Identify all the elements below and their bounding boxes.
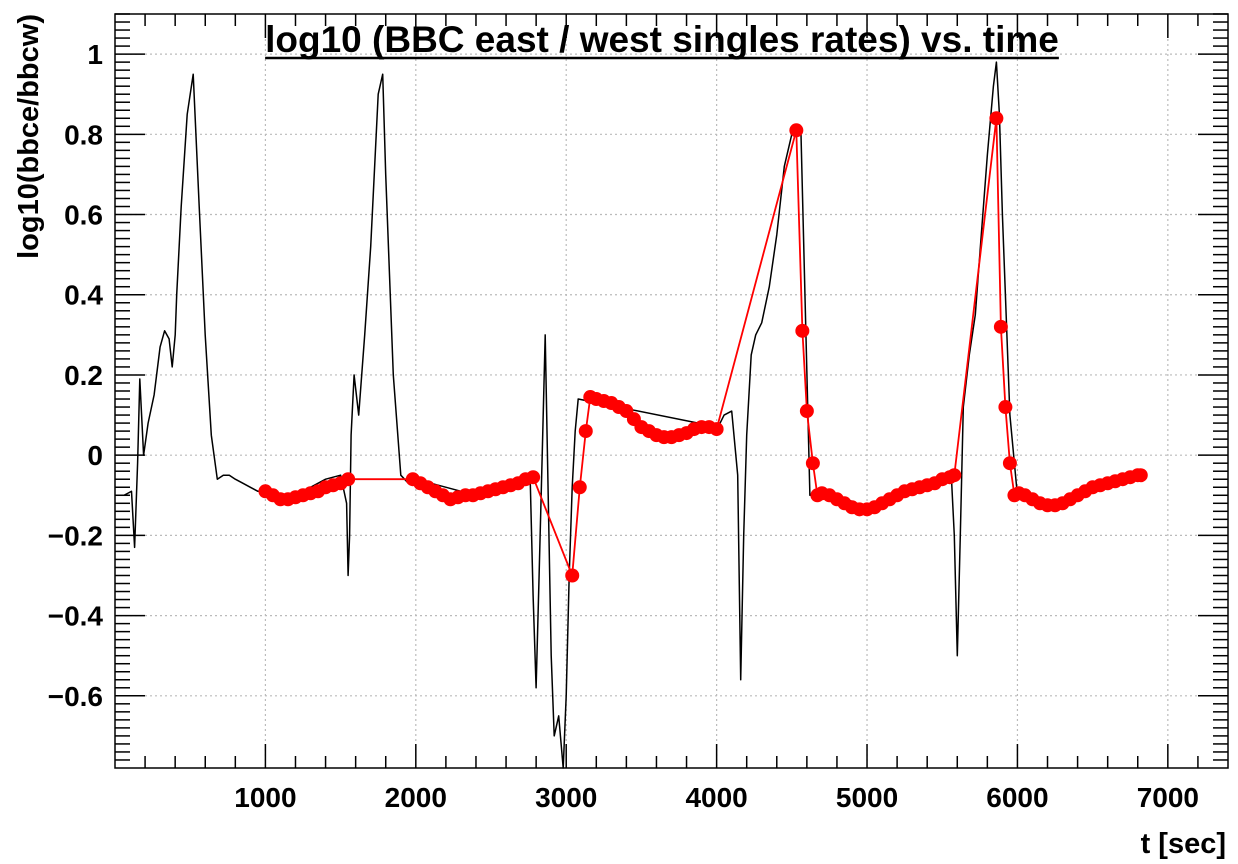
series-1-point [565, 568, 580, 583]
y-tick-label: 0.4 [64, 280, 103, 311]
y-tick-label: 0 [87, 440, 103, 471]
y-tick-label: 0.8 [64, 119, 103, 150]
series-1-point [789, 123, 804, 138]
series-1-point [799, 404, 814, 419]
series-1-point [795, 323, 810, 338]
grid-layer [115, 14, 1228, 768]
series-1-point [1133, 468, 1148, 483]
chart-title: log10 (BBC east / west singles rates) vs… [265, 19, 1059, 60]
y-axis-title: log10(bbce/bbcw) [13, 14, 45, 259]
x-tick-label: 5000 [836, 782, 898, 813]
series-1-point [341, 472, 356, 487]
series-1-point [805, 456, 820, 471]
series-1-point [947, 468, 962, 483]
x-tick-label: 2000 [385, 782, 447, 813]
y-tick-label: −0.2 [48, 520, 103, 551]
series-1-point [578, 424, 593, 439]
x-axis-title: t [sec] [1141, 828, 1226, 860]
series-1-point [998, 400, 1013, 415]
tick-label-layer: 1000 2000 3000 4000 5000 6000 7000 −0.6 −0.4 −0.2… [48, 39, 1199, 813]
x-tick-label: 6000 [986, 782, 1048, 813]
series-1-point [709, 422, 724, 437]
series-layer [115, 61, 1148, 769]
x-tick-label: 3000 [535, 782, 597, 813]
y-tick-label: 0.2 [64, 360, 103, 391]
y-tick-label: −0.4 [48, 601, 104, 632]
x-tick-label: 4000 [685, 782, 747, 813]
series-1-point [993, 319, 1008, 334]
series-1-point [572, 480, 587, 495]
series-1-point [1002, 456, 1017, 471]
x-tick-label: 1000 [234, 782, 296, 813]
y-tick-label: −0.6 [48, 681, 103, 712]
series-1-point [989, 111, 1004, 126]
y-tick-label: 1 [87, 39, 103, 70]
tick-layer [115, 13, 1228, 768]
series-1-point [526, 470, 541, 485]
y-tick-label: 0.6 [64, 200, 103, 231]
x-tick-label: 7000 [1137, 782, 1199, 813]
